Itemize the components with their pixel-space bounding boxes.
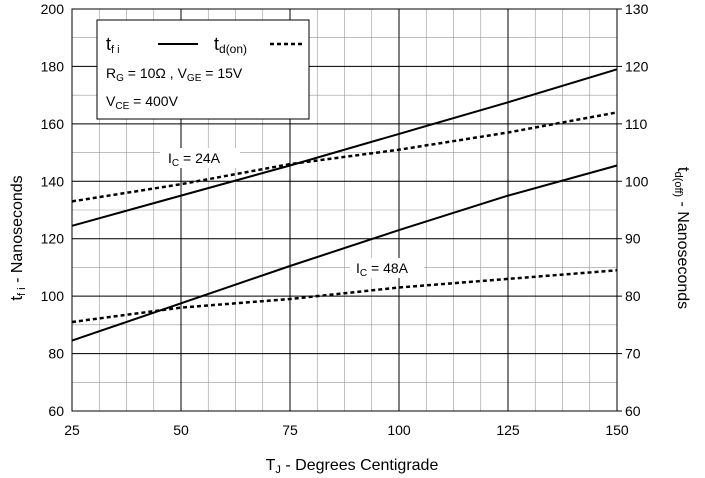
y-right-tick-label: 110 (625, 116, 648, 132)
series-line-3 (71, 269, 618, 324)
legend-dashed-label: td(on) (214, 34, 247, 56)
y-left-tick-label: 100 (41, 288, 65, 304)
y-left-tick-label: 180 (41, 58, 65, 74)
y-left-tick-label: 160 (41, 116, 65, 132)
x-tick-label: 50 (173, 422, 189, 438)
y-left-tick-label: 200 (41, 1, 65, 17)
y-right-tick-label: 100 (625, 173, 649, 189)
svg-text:IC = 24A: IC = 24A (168, 150, 221, 169)
legend-conditions-vce: VCE = 400V (106, 93, 179, 112)
series-line-1 (71, 111, 618, 203)
annotation-ic-24a: IC = 24A (160, 148, 240, 169)
x-tick-label: 125 (496, 422, 520, 438)
x-axis-title: TJ - Degrees Centigrade (266, 457, 439, 476)
y-left-tick-labels: 60 80 100 120 140 160 180 200 (41, 1, 65, 419)
legend-conditions-rg-vge: RG = 10Ω , VGE = 15V (106, 65, 243, 84)
y-left-tick-label: 60 (48, 403, 64, 419)
y-right-tick-label: 120 (625, 58, 649, 74)
legend-box (96, 19, 310, 120)
y-left-tick-label: 80 (48, 346, 64, 362)
y-right-tick-label: 90 (625, 231, 641, 247)
x-tick-label: 25 (64, 422, 80, 438)
y-right-tick-label: 80 (625, 288, 641, 304)
y-right-tick-label: 70 (625, 346, 641, 362)
y-right-tick-label: 60 (625, 403, 641, 419)
y-left-tick-label: 140 (41, 173, 65, 189)
y-left-axis-title: tf i - Nanoseconds (7, 175, 28, 300)
y-right-tick-labels: 60 70 80 90 100 110 120 130 (625, 1, 649, 419)
x-tick-labels: 25 50 75 100 125 150 (64, 422, 629, 438)
x-tick-label: 75 (282, 422, 298, 438)
y-left-tick-label: 120 (41, 231, 65, 247)
annotation-ic-48a: IC = 48A (350, 258, 424, 279)
y-right-axis-title: td(off) - Nanoseconds (672, 167, 693, 309)
plot-frame (71, 8, 618, 412)
y-right-tick-label: 130 (625, 1, 649, 17)
x-tick-label: 100 (387, 422, 411, 438)
legend: tf i td(on) RG = 10Ω , VGE = 15V VCE = 4… (96, 19, 310, 120)
series-line-0 (71, 68, 618, 227)
legend-solid-label: tf i (106, 34, 120, 56)
series-layer (71, 68, 618, 342)
svg-text:IC = 48A: IC = 48A (356, 260, 409, 279)
x-tick-label: 150 (605, 422, 629, 438)
